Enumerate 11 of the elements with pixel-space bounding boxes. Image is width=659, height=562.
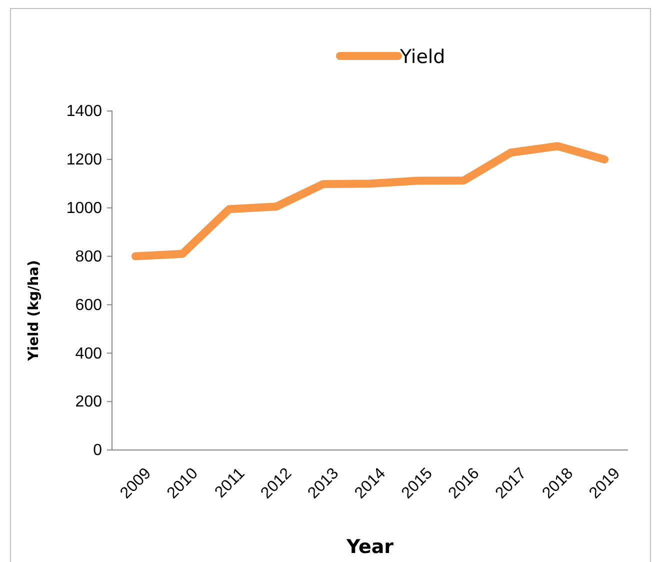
y-axis-title: Yield (kg/ha) [26, 260, 42, 362]
y-tick-label: 1200 [66, 152, 102, 169]
y-tick-label: 600 [75, 296, 102, 314]
y-tick-label: 800 [75, 248, 102, 266]
y-tick-label: 1400 [66, 103, 102, 120]
y-tick-label: 400 [75, 345, 102, 362]
x-axis-title: Year [345, 536, 394, 558]
y-tick-label: 0 [93, 442, 102, 460]
y-tick-label: 1000 [66, 200, 102, 217]
legend-label: Yield [399, 46, 446, 68]
y-tick-label: 200 [75, 394, 102, 411]
